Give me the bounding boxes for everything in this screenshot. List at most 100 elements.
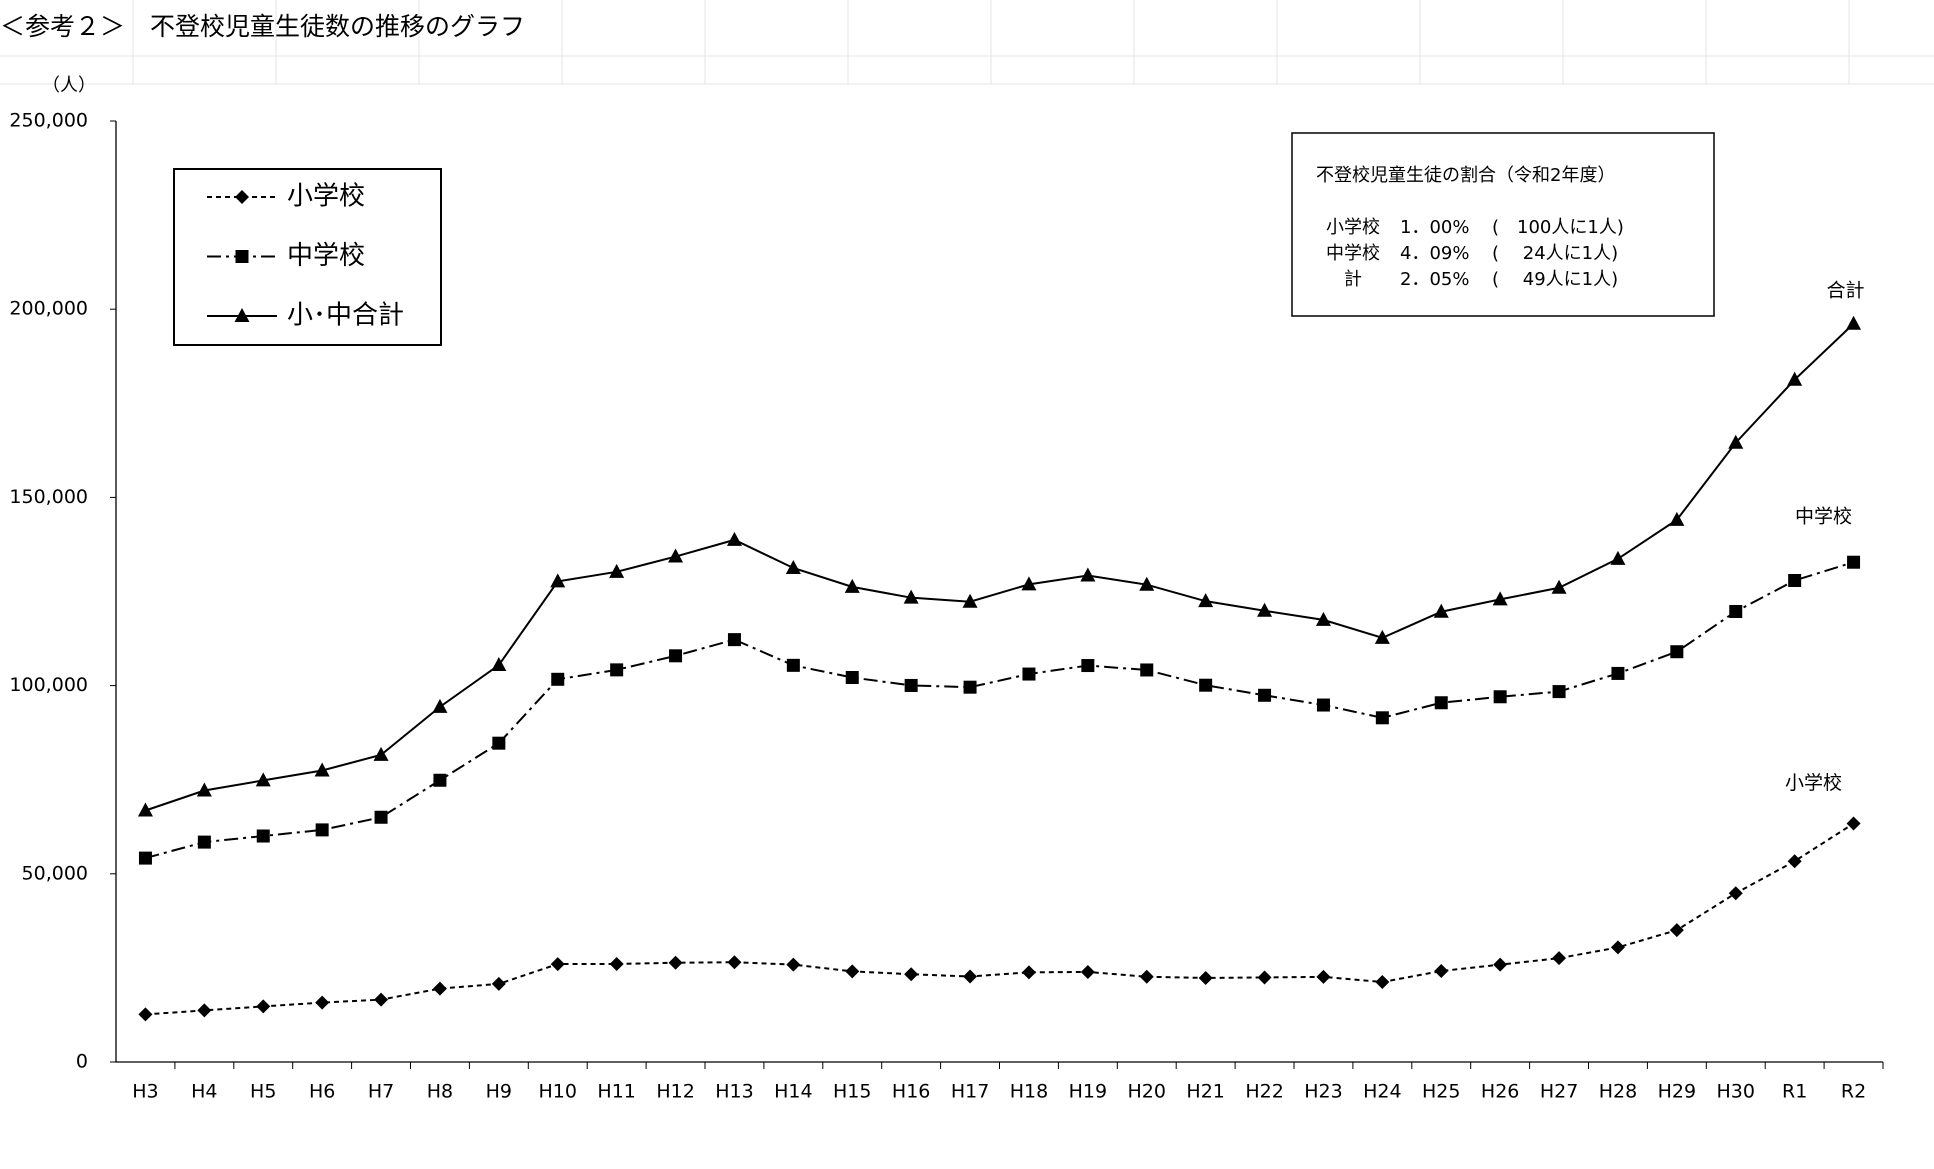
- y-unit: （人）: [42, 75, 96, 96]
- x-tick-label: H9: [486, 1081, 512, 1103]
- x-tick-label: H15: [833, 1081, 871, 1103]
- data-point: [904, 678, 918, 692]
- x-tick-label: H14: [774, 1081, 812, 1103]
- data-point: [550, 957, 565, 972]
- legend-marker: [235, 250, 249, 263]
- data-point: [315, 995, 330, 1010]
- x-tick-label: H5: [250, 1081, 276, 1103]
- data-point: [432, 981, 447, 996]
- data-point: [433, 773, 447, 787]
- x-tick-label: H3: [132, 1081, 158, 1103]
- data-point: [610, 663, 624, 677]
- x-tick-label: H21: [1186, 1081, 1224, 1103]
- data-point: [1021, 965, 1036, 980]
- data-point: [1610, 550, 1626, 565]
- data-point: [1847, 555, 1861, 569]
- info-cell: 4．09%: [1400, 243, 1469, 264]
- data-point: [1493, 690, 1507, 704]
- x-tick-label: H27: [1540, 1081, 1578, 1103]
- data-point: [374, 992, 389, 1007]
- data-point: [727, 955, 742, 970]
- data-point: [963, 969, 978, 984]
- info-cell: 中学校: [1326, 243, 1380, 264]
- y-tick-label: 50,000: [22, 862, 88, 884]
- data-point: [1139, 969, 1154, 984]
- data-point: [669, 649, 683, 663]
- data-point: [373, 746, 389, 761]
- data-point: [1493, 957, 1508, 972]
- data-point: [432, 698, 448, 713]
- data-point: [1140, 663, 1154, 677]
- legend-marker: [234, 308, 250, 322]
- x-tick-label: H10: [539, 1081, 577, 1103]
- data-point: [1788, 574, 1802, 588]
- series-line: [145, 323, 1855, 812]
- data-point: [138, 1007, 153, 1022]
- data-point: [609, 956, 624, 971]
- data-point: [1729, 604, 1743, 618]
- y-tick-label: 100,000: [9, 674, 88, 696]
- data-point: [1199, 678, 1213, 692]
- data-point: [1670, 645, 1684, 659]
- data-point: [1610, 940, 1625, 955]
- data-point: [786, 957, 801, 972]
- y-tick-label: 0: [76, 1051, 88, 1073]
- data-point: [962, 593, 978, 608]
- data-point: [904, 967, 919, 982]
- data-point: [1787, 371, 1803, 386]
- data-point: [491, 657, 507, 672]
- info-cell: ( 24人に1人): [1492, 243, 1618, 264]
- x-tick-label: H25: [1422, 1081, 1460, 1103]
- end-label: 中学校: [1795, 506, 1852, 528]
- data-point: [1258, 688, 1272, 702]
- x-tick-label: H11: [597, 1081, 635, 1103]
- data-point: [1080, 567, 1096, 582]
- data-point: [1257, 970, 1272, 985]
- data-point: [668, 548, 684, 563]
- y-tick-label: 150,000: [9, 486, 88, 508]
- data-point: [1374, 629, 1390, 644]
- data-point: [374, 810, 388, 824]
- data-point: [1846, 816, 1861, 831]
- info-cell: 計: [1344, 269, 1362, 290]
- data-point: [1434, 964, 1449, 979]
- x-tick-label: H20: [1128, 1081, 1166, 1103]
- data-point: [845, 671, 859, 685]
- chart-title: ＜参考２＞ 不登校児童生徒数の推移のグラフ: [0, 12, 525, 41]
- data-point: [1551, 579, 1567, 594]
- data-point: [1492, 591, 1508, 606]
- data-point: [844, 578, 860, 593]
- info-cell: ( 100人に1人): [1492, 217, 1624, 238]
- x-tick-label: H16: [892, 1081, 930, 1103]
- data-point: [609, 563, 625, 578]
- x-tick-label: R2: [1841, 1081, 1866, 1103]
- info-cell: ( 49人に1人): [1492, 269, 1618, 290]
- legend-marker: [235, 190, 249, 204]
- y-tick-label: 200,000: [9, 298, 88, 320]
- data-point: [196, 782, 212, 797]
- data-point: [138, 851, 152, 865]
- data-point: [551, 672, 565, 686]
- data-point: [785, 559, 801, 574]
- data-point: [727, 633, 741, 647]
- data-point: [1669, 511, 1685, 526]
- data-point: [1434, 696, 1448, 710]
- data-point: [256, 829, 270, 843]
- data-point: [1552, 951, 1567, 966]
- data-point: [1080, 964, 1095, 979]
- legend-label: 小学校: [287, 182, 365, 212]
- data-point: [963, 680, 977, 694]
- x-tick-label: H8: [427, 1081, 453, 1103]
- x-tick-label: H22: [1245, 1081, 1283, 1103]
- data-point: [1198, 970, 1213, 985]
- data-point: [197, 835, 211, 849]
- data-point: [726, 531, 742, 546]
- data-point: [1787, 854, 1802, 869]
- data-point: [1316, 698, 1330, 712]
- data-point: [786, 658, 800, 672]
- x-tick-label: H23: [1304, 1081, 1342, 1103]
- end-label: 合計: [1827, 279, 1865, 301]
- x-tick-label: H19: [1069, 1081, 1107, 1103]
- data-point: [1611, 666, 1625, 680]
